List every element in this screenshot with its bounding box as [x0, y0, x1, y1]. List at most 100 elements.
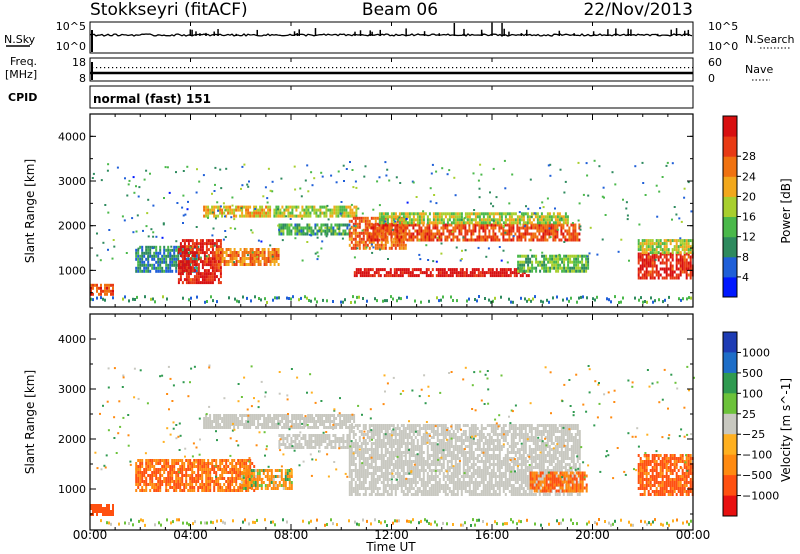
colorbar-0-tick-0: 4: [742, 271, 749, 284]
colorbar-0-cell-1: [723, 256, 737, 278]
colorbar-1-cell-3: [723, 393, 737, 415]
nsky-trace: [89, 23, 693, 52]
freq-tick-top: 18: [72, 56, 86, 69]
colorbar-0-cell-7: [723, 136, 737, 157]
xtick-label-1: 04:00: [173, 528, 208, 542]
colorbar-0-cell-8: [723, 116, 737, 137]
power-panel: [90, 159, 694, 304]
axis-ticks: 1000 2000 3000 4000 1000 2000 3000 4000 00:00 04:…: [58, 22, 710, 542]
echo-region-3: [215, 248, 280, 266]
colorbar-0-cell-4: [723, 196, 737, 217]
freq-tick-bottom: 8: [79, 72, 86, 85]
nsky-panel: [89, 21, 694, 54]
echo-region-7: [637, 454, 694, 496]
colorbar-1-cell-6: [723, 454, 737, 476]
colorbar-1-tick-7: −1000: [742, 490, 779, 503]
nsky-line: [89, 33, 693, 37]
colorbar-1-tick-4: −25: [742, 428, 765, 441]
ytick-label-0-3: 4000: [58, 130, 86, 143]
echo-region-2: [177, 239, 222, 285]
ytick-label-1-2: 3000: [58, 383, 86, 396]
colorbar-0-cell-0: [723, 276, 737, 298]
velocity-panel: [90, 364, 695, 527]
colorbar-0-tick-2: 12: [742, 231, 756, 244]
xtick-label-2: 08:00: [274, 528, 309, 542]
cpid-text: normal (fast) 151: [93, 92, 211, 106]
near-range-clutter: [100, 518, 692, 527]
colorbar-1-tick-5: −100: [742, 449, 772, 462]
frequency-trace: [90, 62, 694, 80]
nsky-label: N.Sky: [4, 33, 36, 46]
nsky-tick-top-right: 10^5: [708, 20, 738, 33]
beam-title: Beam 06: [362, 0, 438, 20]
colorbar-1-cell-1: [723, 352, 737, 374]
nsky-tick-bottom: 10^0: [56, 40, 86, 53]
nave-label: Nave: [745, 63, 773, 76]
colorbars: 4 8 12 16 20 24 28 1000 500 100 25 −25 −100 −500 −1000: [722, 115, 779, 517]
colorbar-1-cell-7: [723, 475, 737, 496]
velocity-panel-frame: [89, 313, 694, 531]
x-axis-title: Time UT: [365, 540, 416, 554]
colorbar-1-cell-4: [723, 413, 737, 435]
xtick-label-3: 12:00: [374, 528, 409, 542]
ytick-label-0-2: 3000: [58, 175, 86, 188]
nave-tick-top: 60: [708, 56, 722, 69]
velocity-ylabel: Slant Range [km]: [23, 370, 37, 474]
echo-region-9: [378, 212, 569, 225]
echo-region-13: [637, 239, 694, 255]
colorbar-0-tick-1: 8: [742, 251, 749, 264]
colorbar-1-tick-0: 1000: [742, 346, 770, 359]
colorbar-1-cell-0: [723, 332, 737, 353]
echo-region-0: [90, 283, 114, 296]
nsky-tick-bottom-right: 10^0: [708, 40, 738, 53]
velocity-colorbar-label: Velocity [m s^-1]: [779, 378, 793, 482]
colorbar-0-tick-3: 16: [742, 211, 756, 224]
nave-tick-bottom: 0: [708, 72, 715, 85]
freq-label-1: Freq.: [10, 55, 37, 68]
power-ylabel: Slant Range [km]: [23, 159, 37, 263]
ytick-label-1-1: 2000: [58, 433, 86, 446]
colorbar-0-tick-4: 20: [742, 190, 756, 203]
colorbar-1-cell-5: [723, 434, 737, 456]
echo-region-8: [366, 223, 581, 242]
colorbar-0-cell-3: [723, 216, 737, 238]
echo-region-1: [135, 459, 256, 492]
scatter-echoes: [91, 159, 693, 264]
colorbar-1-tick-1: 500: [742, 367, 763, 380]
cpid-label: CPID: [8, 91, 37, 104]
nsky-tick-top: 10^5: [56, 20, 86, 33]
echo-region-4: [278, 434, 351, 449]
ytick-label-0-0: 1000: [58, 264, 86, 277]
colorbar-0-tick-5: 24: [742, 170, 756, 183]
date-title: 22/Nov/2013: [583, 0, 693, 20]
xtick-label-0: 00:00: [73, 528, 108, 542]
ytick-label-1-3: 4000: [58, 333, 86, 346]
xtick-label-6: 00:00: [676, 528, 711, 542]
colorbar-1-cell-2: [723, 372, 737, 394]
echo-region-0: [90, 504, 114, 516]
near-range-clutter: [90, 295, 692, 304]
colorbar-1-tick-2: 100: [742, 387, 763, 400]
echo-region-5: [273, 205, 358, 218]
colorbar-1-tick-3: 25: [742, 408, 756, 421]
ytick-label-1-0: 1000: [58, 483, 86, 496]
colorbar-0-tick-6: 28: [742, 150, 756, 163]
colorbar-0-cell-2: [723, 236, 737, 258]
scatter-echoes: [94, 364, 695, 481]
colorbar-1-cell-8: [723, 495, 737, 517]
xtick-label-4: 16:00: [475, 528, 510, 542]
xtick-label-5: 20:00: [575, 528, 610, 542]
colorbar-0-cell-5: [723, 176, 737, 197]
station-title: Stokkseyri (fitACF): [90, 0, 248, 20]
echo-region-10: [353, 268, 530, 278]
echo-region-12: [637, 252, 694, 280]
nsearch-label: N.Search: [745, 33, 795, 46]
ytick-label-0-1: 2000: [58, 220, 86, 233]
colorbar-0-cell-6: [723, 156, 737, 177]
power-colorbar-label: Power [dB]: [779, 178, 793, 243]
freq-label-2: [MHz]: [5, 68, 37, 81]
echo-region-2: [240, 469, 293, 490]
echo-region-11: [517, 254, 590, 273]
echo-region-3: [203, 414, 356, 429]
